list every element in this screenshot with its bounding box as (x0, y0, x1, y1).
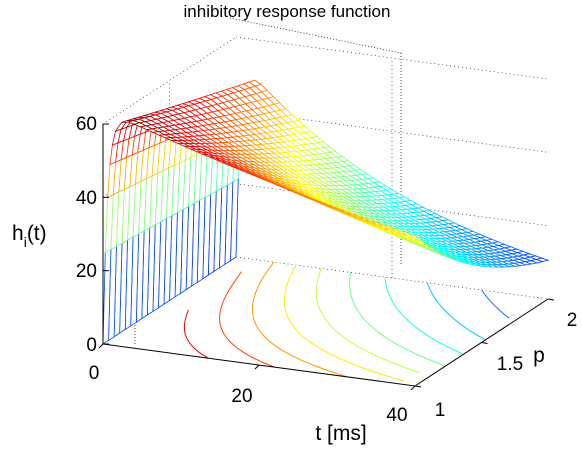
t-tick (410, 385, 416, 391)
contour-line (183, 309, 209, 359)
contour-line (384, 277, 463, 355)
t-tick-label: 0 (89, 363, 100, 384)
p-tick (414, 385, 422, 388)
p-tick (481, 342, 488, 344)
surface-cell (408, 233, 421, 242)
p-tick (547, 298, 555, 301)
x-axis-label: t [ms] (315, 422, 366, 445)
z-grid-line (235, 36, 549, 80)
chart-title: inhibitory response function (184, 2, 391, 21)
p-tick-label: 1 (435, 400, 446, 421)
z-axis-label-main: h (12, 222, 24, 245)
z-axis-label-tail: (t) (27, 222, 47, 245)
contour-line (315, 268, 420, 374)
tick-marks (98, 123, 555, 391)
contour-line (283, 264, 404, 382)
z-grid-line (102, 36, 237, 125)
y-axis-label: p (533, 344, 545, 367)
z-tick-label: 40 (76, 188, 97, 209)
surface-mesh (102, 79, 550, 345)
t-tick-label: 20 (231, 386, 252, 407)
t-tick (254, 364, 260, 370)
floor-grid-line (235, 256, 549, 300)
z-axis-label: hi(t) (12, 222, 47, 250)
z-tick-label: 20 (76, 261, 97, 282)
z-tick-label: 60 (76, 114, 97, 135)
contour-line (426, 282, 485, 340)
z-grid-line (235, 183, 549, 226)
p-tick-label: 1.5 (497, 354, 523, 375)
contour-line (349, 272, 444, 366)
t-tick-label: 40 (386, 405, 407, 426)
p-tick-label: 2 (567, 310, 578, 331)
contour-line (219, 271, 275, 368)
z-tick-label: 0 (86, 335, 97, 356)
contour-line (251, 261, 348, 378)
contour-line (481, 289, 510, 319)
t-tick (98, 343, 104, 349)
floor-contours (183, 261, 510, 382)
z-axis-label-sub: i (24, 234, 27, 250)
